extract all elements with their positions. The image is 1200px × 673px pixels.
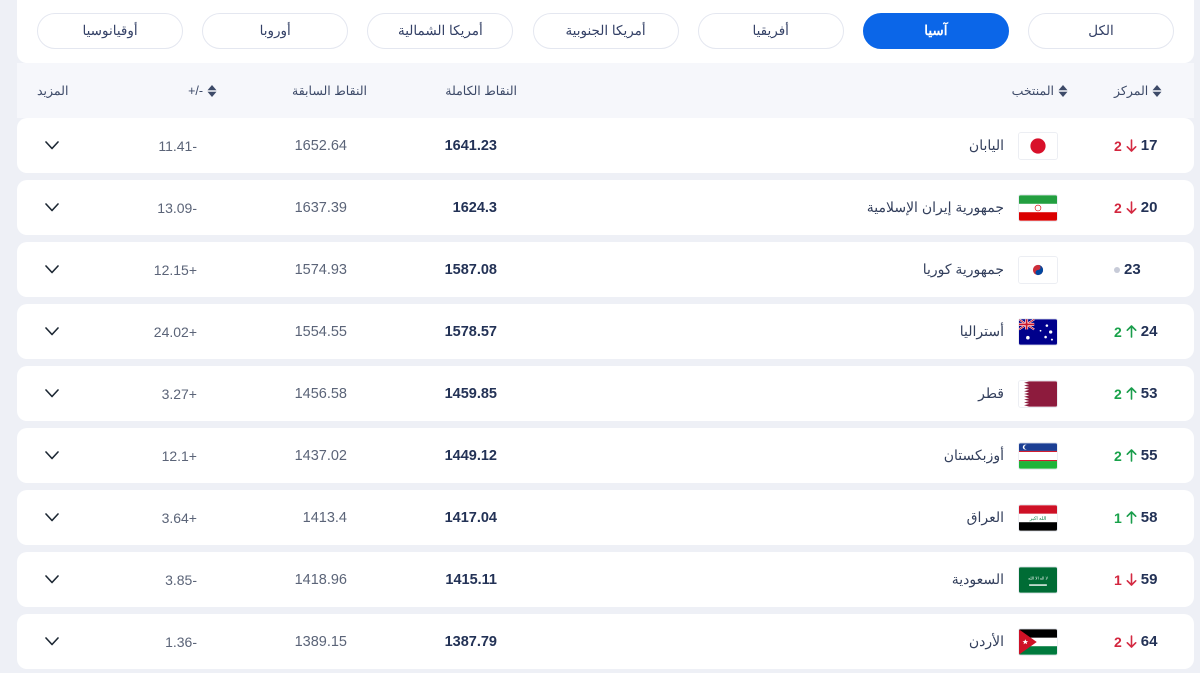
svg-text:لا اله الا الله: لا اله الا الله [1028,575,1048,580]
svg-text:الله اكبر: الله اكبر [1029,515,1047,521]
